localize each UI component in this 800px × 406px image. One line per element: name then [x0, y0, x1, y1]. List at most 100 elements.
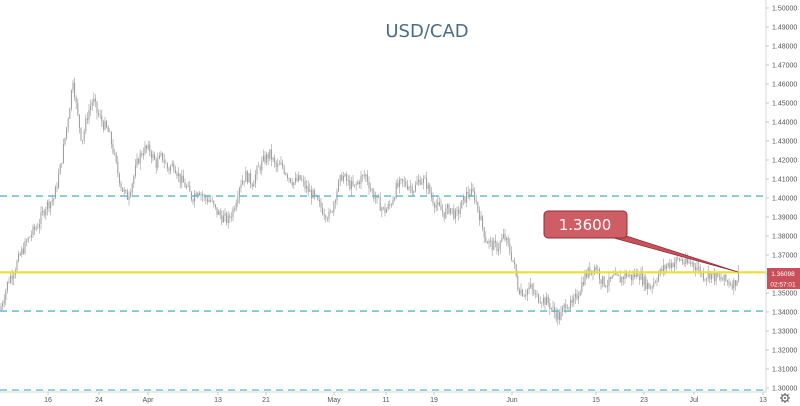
candle-body	[538, 294, 540, 303]
candle-body	[32, 226, 34, 236]
candle-body	[691, 262, 693, 264]
candle-body	[355, 184, 357, 185]
candle-body	[542, 297, 544, 304]
candle-body	[138, 158, 140, 164]
candle-body	[173, 163, 175, 170]
candle-body	[574, 293, 576, 298]
candle-body	[534, 293, 536, 295]
candle-body	[387, 204, 389, 209]
candle-body	[6, 281, 8, 291]
candle-body	[414, 184, 416, 192]
candle-body	[342, 176, 344, 181]
candle-body	[59, 164, 61, 175]
candle-body	[152, 154, 154, 158]
horizontal-levels	[0, 195, 766, 391]
candle-body	[99, 114, 101, 116]
candle-body	[5, 290, 7, 300]
candle-body	[453, 208, 455, 219]
candle-body	[242, 180, 244, 185]
candle-body	[445, 208, 447, 218]
candle-body	[104, 121, 106, 130]
candle-body	[275, 162, 277, 167]
candle-body	[658, 274, 660, 281]
candle-body	[726, 280, 728, 282]
candle-body	[45, 209, 47, 216]
candle-body	[458, 210, 460, 215]
candle-body	[419, 179, 421, 185]
candle-body	[64, 137, 66, 145]
candle-body	[438, 202, 440, 206]
candle-body	[75, 97, 77, 103]
candle-body	[669, 263, 671, 268]
candle-body	[630, 274, 632, 281]
candle-body	[21, 248, 23, 255]
candle-body	[493, 240, 495, 251]
candle-body	[139, 153, 141, 164]
candle-body	[403, 181, 405, 182]
x-tick-label: 11	[382, 397, 389, 404]
candle-body	[107, 127, 109, 132]
candle-body	[462, 196, 464, 201]
price-callout[interactable]: 1.3600	[543, 210, 739, 273]
candle-body	[734, 280, 736, 286]
candle-body	[90, 106, 92, 110]
candle-body	[440, 205, 442, 211]
candle-body	[230, 217, 232, 218]
candle-body	[515, 264, 517, 277]
candle-body	[157, 158, 159, 168]
candle-body	[251, 184, 253, 187]
candle-body	[531, 284, 533, 290]
candle-body	[435, 204, 437, 208]
candle-body	[509, 243, 511, 253]
candle-body	[605, 285, 607, 287]
candle-body	[18, 253, 20, 262]
candle-body	[341, 174, 343, 181]
candle-body	[312, 190, 314, 199]
candle-body	[350, 181, 352, 190]
candle-body	[682, 259, 684, 263]
candle-body	[518, 289, 520, 295]
candle-body	[29, 236, 31, 238]
candle-body	[22, 248, 24, 254]
candle-body	[181, 175, 183, 184]
candle-body	[256, 166, 258, 175]
candle-body	[147, 144, 149, 149]
y-tick-label: 1.37000	[772, 253, 797, 260]
candle-body	[397, 183, 399, 188]
candle-body	[189, 185, 191, 192]
candle-body	[86, 118, 88, 120]
candle-body	[130, 192, 132, 197]
candle-body	[170, 166, 172, 171]
candle-body	[498, 248, 500, 252]
x-tick-label: Apr	[143, 397, 155, 404]
candle-body	[243, 180, 245, 182]
candle-body	[466, 191, 468, 203]
candle-body	[176, 173, 178, 177]
candle-body	[35, 227, 37, 230]
candle-body	[299, 175, 301, 180]
candle-body	[114, 152, 116, 154]
price-axis[interactable]: 1.30000 1.31000 1.32000 1.33000 1.34000 1.350…	[766, 6, 797, 393]
candle-body	[494, 240, 496, 243]
time-axis[interactable]: 16 24 Apr 13 21 May 11 19 Jun 15 23 Jul 13	[44, 392, 767, 404]
candle-body	[424, 177, 426, 179]
candle-body	[562, 307, 564, 313]
candle-body	[392, 199, 394, 205]
candle-body	[501, 238, 503, 242]
candle-body	[368, 181, 370, 189]
candle-body	[491, 240, 493, 251]
candle-body	[560, 312, 562, 321]
candle-body	[442, 210, 444, 213]
candle-body	[346, 174, 348, 181]
candle-body	[710, 273, 712, 280]
candle-body	[274, 157, 276, 163]
candle-body	[398, 179, 400, 188]
candle-body	[206, 198, 208, 202]
callout-box	[543, 210, 628, 239]
candle-body	[158, 155, 160, 159]
gear-icon[interactable]	[780, 393, 790, 403]
candle-body	[326, 218, 328, 220]
candle-body	[254, 174, 256, 184]
countdown-value: 02:57:01	[770, 282, 796, 289]
candle-body	[402, 179, 404, 182]
